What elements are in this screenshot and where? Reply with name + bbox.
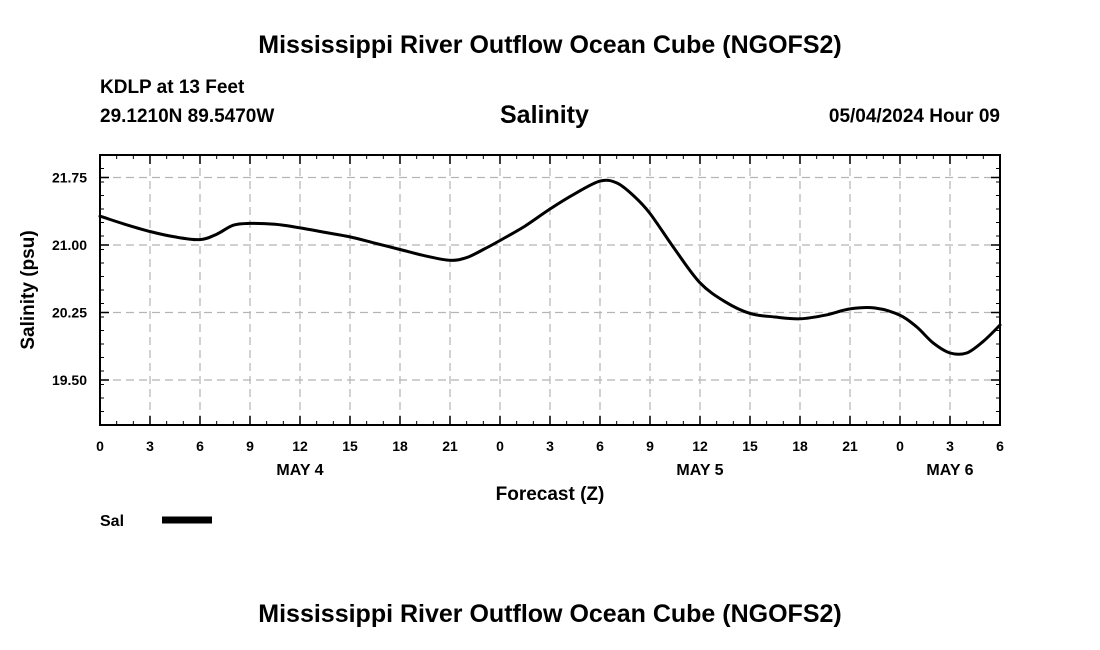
station-coordinates: 29.1210N 89.5470W: [100, 106, 275, 127]
y-tick-label: 21.00: [52, 237, 87, 253]
y-tick-label: 21.75: [52, 170, 87, 186]
x-tick-label: 12: [292, 438, 308, 454]
x-tick-label: 9: [246, 438, 254, 454]
variable-title: Salinity: [500, 101, 589, 129]
station-label: KDLP at 13 Feet: [100, 77, 245, 98]
footer-title: Mississippi River Outflow Ocean Cube (NG…: [258, 600, 842, 628]
grid-lines: [100, 155, 1000, 425]
legend: Sal: [100, 513, 212, 530]
legend-label-sal: Sal: [100, 513, 124, 530]
x-tick-label: 0: [496, 438, 504, 454]
x-axis-label: Forecast (Z): [496, 484, 605, 505]
x-tick-label: 6: [596, 438, 604, 454]
y-tick-label: 19.50: [52, 372, 87, 388]
x-tick-label: 12: [692, 438, 708, 454]
x-tick-label: 15: [342, 438, 358, 454]
x-tick-label: 0: [96, 438, 104, 454]
x-tick-label: 18: [792, 438, 808, 454]
y-tick-label: 20.25: [52, 305, 87, 321]
x-tick-label: 9: [646, 438, 654, 454]
x-date-label: MAY 5: [676, 462, 723, 479]
x-tick-label: 18: [392, 438, 408, 454]
series-line-sal: [98, 178, 1002, 356]
x-date-label: MAY 4: [276, 462, 323, 479]
x-tick-label: 6: [196, 438, 204, 454]
y-axis-label: Salinity (psu): [18, 230, 39, 349]
x-tick-label: 15: [742, 438, 758, 454]
chart-title: Mississippi River Outflow Ocean Cube (NG…: [258, 31, 842, 59]
axis-tick-labels: 0 3 6 9 12 15 18 21 0 3 6 9 12 15 18 21 0 3 6 19.50 20.25 21.…: [52, 170, 1004, 480]
x-tick-label: 0: [896, 438, 904, 454]
x-tick-label: 21: [842, 438, 858, 454]
x-tick-label: 3: [546, 438, 554, 454]
x-tick-label: 3: [146, 438, 154, 454]
x-tick-label: 21: [442, 438, 458, 454]
forecast-datetime: 05/04/2024 Hour 09: [828, 106, 1000, 127]
x-date-label: MAY 6: [926, 462, 973, 479]
x-tick-label: 3: [946, 438, 954, 454]
axis-ticks: [99, 154, 1001, 426]
x-tick-label: 6: [996, 438, 1004, 454]
